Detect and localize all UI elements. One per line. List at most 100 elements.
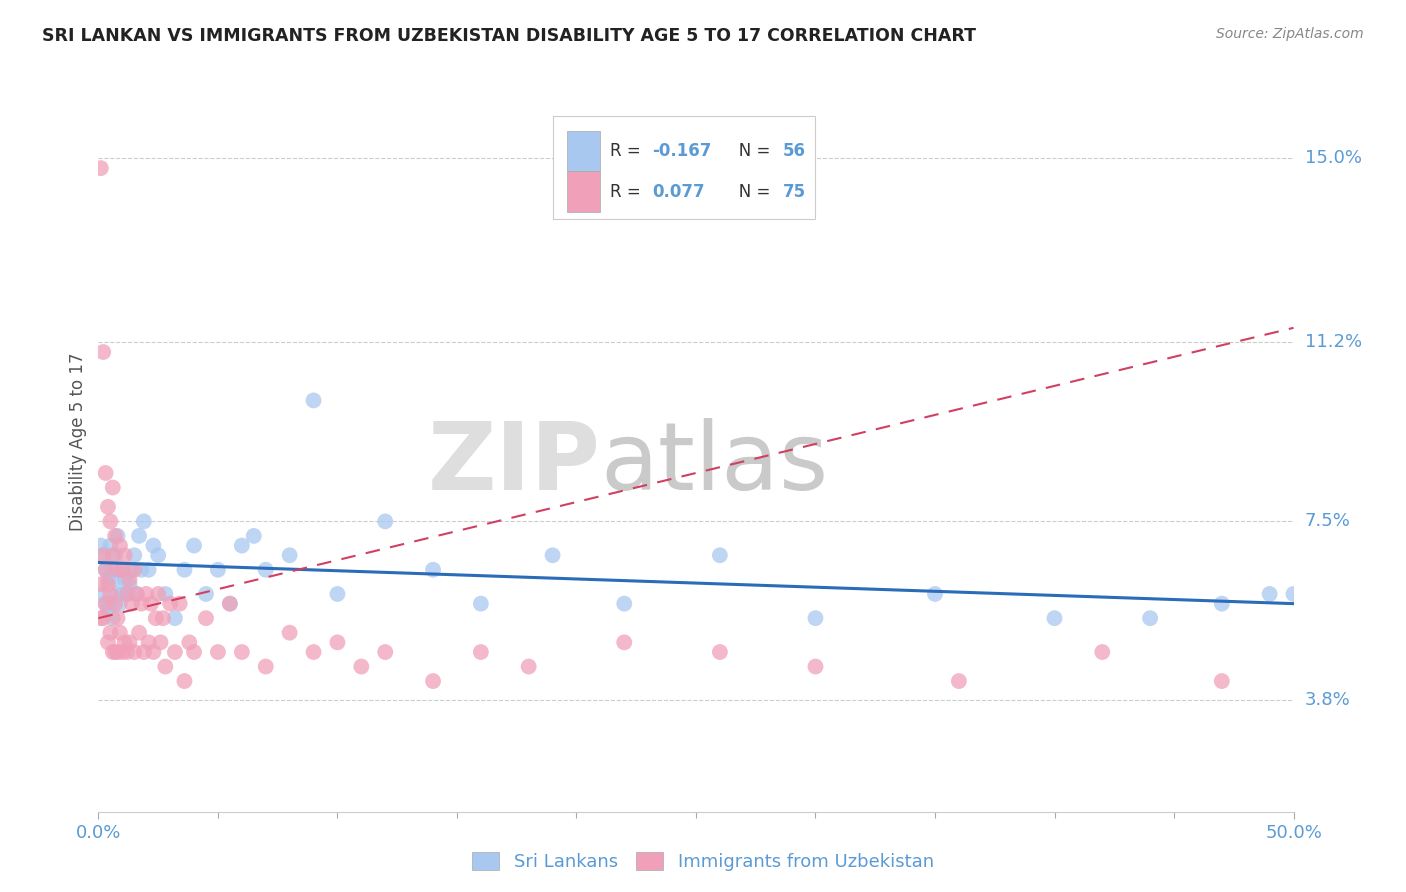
Point (111, 563, 134, 577)
Point (1282, 587, 1305, 601)
Point (1043, 611, 1066, 625)
Text: 15.0%: 15.0% (1305, 150, 1361, 168)
Point (470, 645, 492, 659)
Point (108, 539, 131, 553)
Point (90, 577, 112, 591)
Point (173, 674, 195, 689)
Point (709, 548, 731, 562)
Point (90, 161, 112, 175)
Point (278, 548, 301, 562)
Point (148, 587, 170, 601)
Point (125, 587, 148, 601)
Point (91, 587, 114, 601)
Text: Source: ZipAtlas.com: Source: ZipAtlas.com (1216, 27, 1364, 41)
Point (149, 635, 172, 649)
Point (114, 635, 136, 649)
Point (125, 587, 148, 601)
Point (101, 548, 124, 562)
Point (173, 563, 195, 577)
Point (138, 635, 160, 649)
Point (97, 601, 120, 615)
Point (121, 597, 143, 611)
Point (107, 563, 129, 577)
Point (243, 529, 266, 543)
Point (115, 645, 138, 659)
Point (132, 645, 155, 659)
Point (101, 611, 124, 625)
Point (91, 345, 114, 359)
Point (131, 563, 153, 577)
Point (145, 611, 167, 625)
Point (91, 548, 114, 562)
Point (111, 563, 134, 577)
Point (107, 587, 129, 601)
Point (90, 611, 112, 625)
Point (948, 674, 970, 689)
Point (207, 563, 229, 577)
Point (163, 611, 186, 625)
Text: atlas: atlas (600, 417, 828, 509)
Point (219, 597, 242, 611)
Point (374, 515, 396, 529)
Text: 11.2%: 11.2% (1305, 334, 1362, 351)
Point (118, 577, 141, 591)
Text: N =: N = (724, 183, 776, 201)
Point (169, 597, 191, 611)
Point (118, 573, 141, 587)
Point (97, 635, 120, 649)
Point (101, 481, 124, 495)
Point (231, 539, 253, 553)
Point (115, 587, 138, 601)
Text: 0.077: 0.077 (652, 183, 704, 201)
Point (98, 587, 122, 601)
Point (104, 573, 127, 587)
Point (541, 548, 564, 562)
Point (163, 645, 186, 659)
Point (517, 659, 540, 673)
Point (278, 625, 301, 640)
Text: R =: R = (610, 143, 645, 161)
Point (179, 635, 201, 649)
Point (94, 597, 117, 611)
Point (118, 635, 141, 649)
Point (1258, 587, 1281, 601)
Point (183, 645, 205, 659)
Point (804, 659, 827, 673)
Point (152, 611, 174, 625)
Legend: Sri Lankans, Immigrants from Uzbekistan: Sri Lankans, Immigrants from Uzbekistan (465, 845, 941, 879)
Point (108, 597, 131, 611)
Point (350, 659, 373, 673)
Point (470, 597, 492, 611)
Point (131, 597, 153, 611)
Point (97, 500, 120, 514)
Point (132, 515, 155, 529)
Point (128, 625, 150, 640)
Point (138, 563, 160, 577)
Point (94, 563, 117, 577)
Point (195, 587, 218, 601)
Point (104, 645, 127, 659)
Point (142, 539, 165, 553)
Point (195, 611, 218, 625)
Text: 3.8%: 3.8% (1305, 691, 1350, 709)
Point (613, 635, 636, 649)
Point (183, 539, 205, 553)
Point (97, 573, 120, 587)
Point (107, 645, 129, 659)
Point (302, 645, 325, 659)
Point (115, 587, 138, 601)
Point (254, 563, 277, 577)
Point (231, 645, 253, 659)
Point (121, 563, 143, 577)
Point (613, 597, 636, 611)
Point (104, 529, 127, 543)
Point (1211, 674, 1233, 689)
Point (422, 674, 444, 689)
Point (91, 611, 114, 625)
Y-axis label: Disability Age 5 to 17: Disability Age 5 to 17 (69, 352, 87, 531)
Point (924, 587, 946, 601)
Point (1211, 597, 1233, 611)
Point (94, 466, 117, 480)
Point (111, 587, 134, 601)
Text: 75: 75 (783, 183, 806, 201)
